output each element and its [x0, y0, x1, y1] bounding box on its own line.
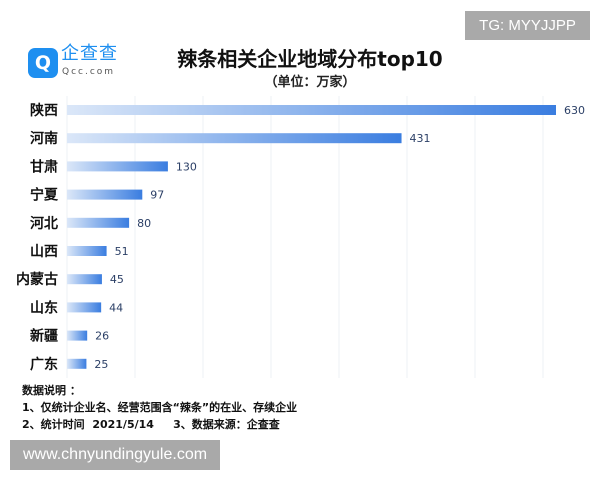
bar	[67, 302, 102, 313]
category-label: 山西	[30, 244, 58, 260]
bar	[67, 358, 87, 369]
value-label: 431	[410, 132, 431, 145]
logo-name: 企查查	[61, 43, 118, 64]
value-label: 25	[94, 358, 108, 371]
category-label: 河北	[30, 215, 58, 232]
value-label: 45	[110, 273, 124, 286]
bar	[67, 133, 402, 144]
chart-title: 辣条相关企业地域分布top10	[177, 47, 443, 71]
watermark-top: TG: MYYJJPP	[465, 11, 590, 40]
bar	[67, 217, 130, 228]
notes-heading: 数据说明 ：	[22, 384, 81, 397]
value-label: 80	[137, 217, 151, 230]
category-label: 陕西	[30, 102, 58, 119]
category-label: 宁夏	[30, 187, 59, 204]
category-label: 广东	[30, 356, 58, 373]
chart-subtitle: （单位：万家）	[264, 75, 356, 90]
watermark-bottom: www.chnyundingyule.com	[10, 440, 220, 470]
note-2: 2、统计时间 2021/5/14 3、数据来源：企查查	[22, 418, 280, 431]
value-label: 130	[176, 160, 197, 173]
bar	[67, 189, 143, 200]
category-label: 山东	[30, 299, 58, 316]
bar	[67, 105, 556, 115]
category-label: 甘肃	[30, 158, 58, 175]
bar	[67, 330, 88, 341]
value-label: 44	[109, 301, 123, 314]
value-label: 97	[150, 189, 164, 202]
value-label: 51	[115, 245, 129, 258]
category-label: 新疆	[30, 328, 58, 345]
value-label: 630	[564, 104, 585, 117]
bar	[67, 161, 168, 172]
qcc-logo-icon: Q	[28, 48, 58, 78]
category-label: 河南	[30, 130, 58, 147]
bar	[67, 274, 102, 285]
bar	[67, 246, 107, 256]
category-label: 内蒙古	[16, 271, 58, 288]
logo-domain: Qcc.com	[62, 67, 116, 77]
note-1: 1、仅统计企业名、经营范围含“辣条”的在业、存续企业	[22, 401, 298, 414]
value-label: 26	[95, 330, 109, 343]
